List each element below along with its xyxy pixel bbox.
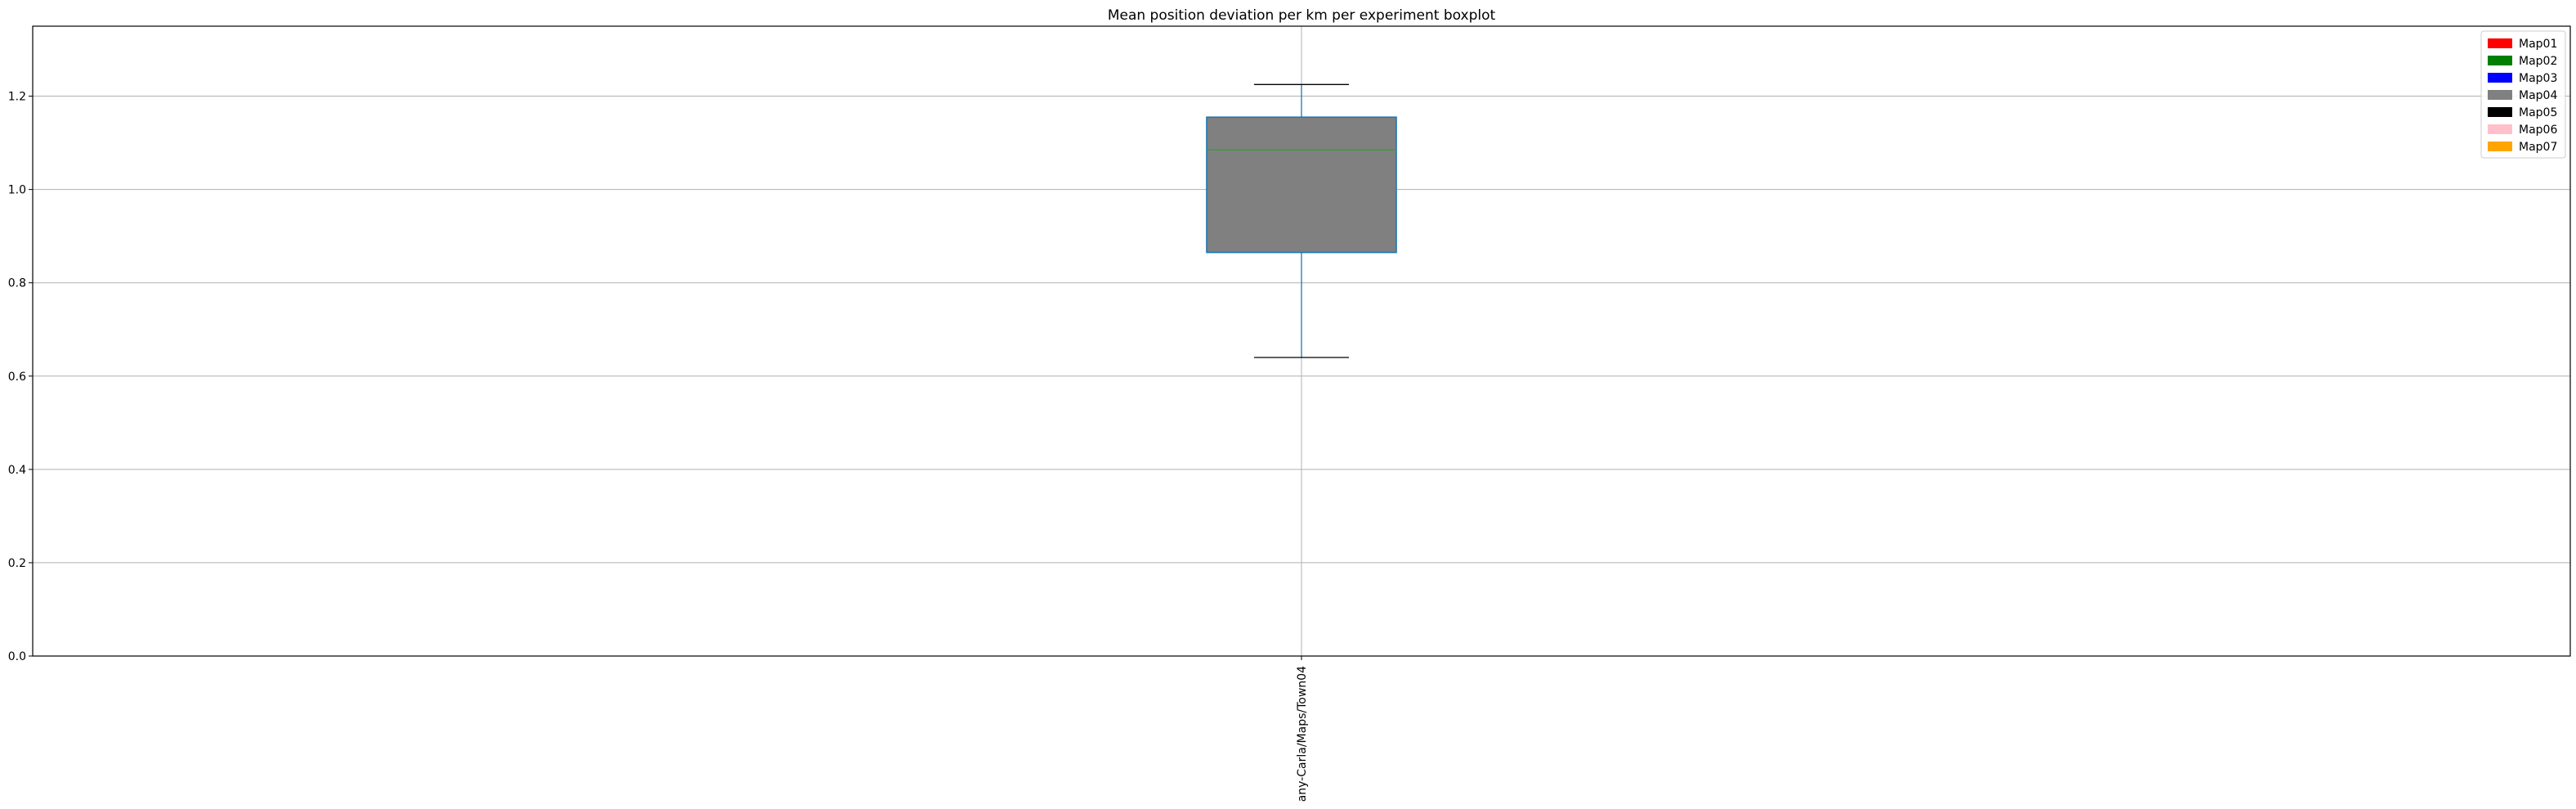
- y-tick-label: 0.2: [8, 557, 26, 570]
- legend-swatch: [2488, 56, 2512, 65]
- legend-swatch: [2488, 124, 2512, 134]
- y-tick-label: 0.6: [8, 371, 26, 384]
- legend-swatch: [2488, 142, 2512, 151]
- legend-label: Map05: [2519, 106, 2557, 119]
- x-tick-label: any-Carla/Maps/Town04: [1296, 666, 1309, 802]
- legend-swatch: [2488, 90, 2512, 100]
- y-tick-label: 1.2: [8, 91, 26, 104]
- legend-label: Map02: [2519, 55, 2557, 68]
- legend-label: Map01: [2519, 38, 2557, 51]
- chart-title: Mean position deviation per km per exper…: [1108, 7, 1496, 24]
- y-tick-label: 1.0: [8, 184, 26, 197]
- legend-label: Map03: [2519, 72, 2557, 85]
- legend-swatch: [2488, 38, 2512, 48]
- iqr-box: [1206, 116, 1397, 254]
- y-axis: 0.0 0.2 0.4 0.6 0.8 1.0 1.2: [8, 91, 33, 663]
- x-axis: any-Carla/Maps/Town04: [1296, 656, 1309, 802]
- legend-label: Map06: [2519, 124, 2557, 137]
- legend: Map01 Map02 Map03 Map04 Map05 Map06 Map07: [2480, 30, 2566, 159]
- y-tick-label: 0.0: [8, 650, 26, 663]
- legend-swatch: [2488, 73, 2512, 83]
- legend-label: Map04: [2519, 89, 2557, 102]
- legend-label: Map07: [2519, 141, 2557, 154]
- box-layer: [1206, 83, 1397, 358]
- y-tick-label: 0.8: [8, 277, 26, 290]
- y-tick-label: 0.4: [8, 464, 26, 477]
- legend-swatch: [2488, 107, 2512, 117]
